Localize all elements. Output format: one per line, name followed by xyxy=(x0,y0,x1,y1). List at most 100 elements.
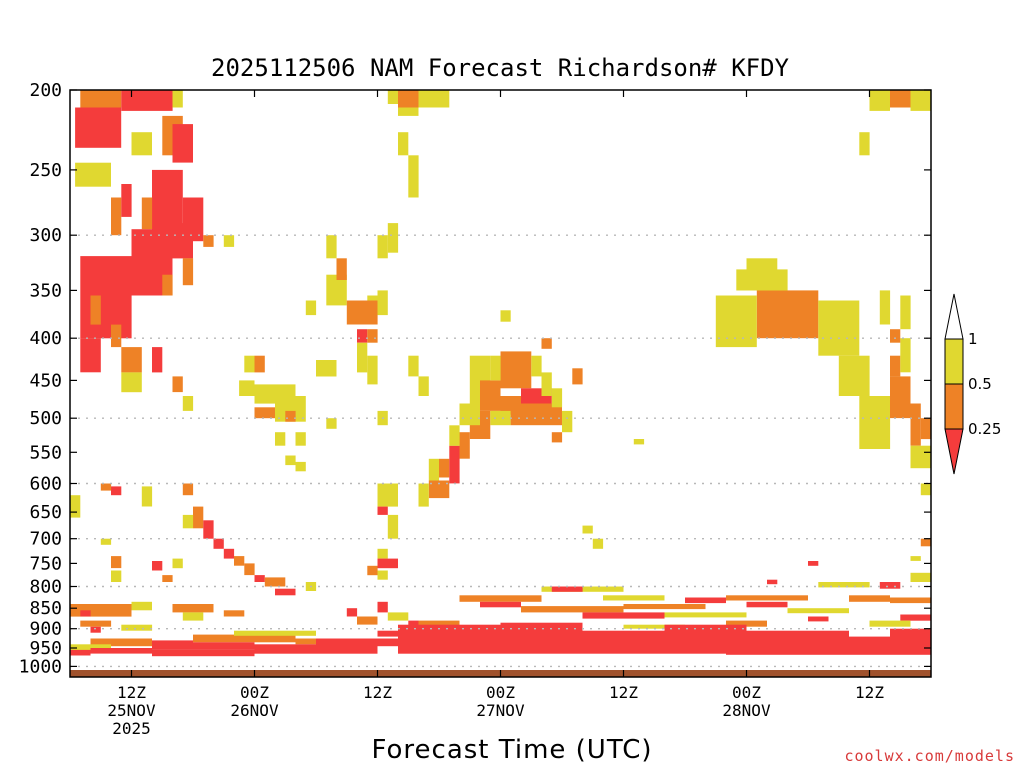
ri-cell xyxy=(387,514,399,539)
ri-cell xyxy=(223,610,245,617)
ri-cell xyxy=(664,612,747,618)
ri-cell xyxy=(818,300,860,356)
ri-cell xyxy=(664,624,747,635)
ri-region-orange xyxy=(182,258,194,286)
y-tick-label: 600 xyxy=(29,474,62,495)
ri-cell xyxy=(316,360,337,377)
ri-cell xyxy=(182,396,194,411)
ri-cell xyxy=(367,355,378,385)
ri-cell xyxy=(75,107,122,148)
ri-cell xyxy=(890,376,911,419)
ri-region-orange xyxy=(234,556,245,566)
ri-region-yellow xyxy=(859,396,891,449)
y-tick-label: 500 xyxy=(29,408,62,429)
chart-title: 2025112506 NAM Forecast Richardson# KFDY xyxy=(211,54,790,82)
ri-region-red xyxy=(480,601,521,608)
ri-region-yellow xyxy=(398,107,419,116)
ri-region-yellow xyxy=(746,258,778,275)
ri-region-red xyxy=(685,597,726,604)
ri-region-yellow xyxy=(818,300,860,356)
ri-cell xyxy=(70,495,81,518)
ri-cell xyxy=(439,458,450,478)
ri-region-yellow xyxy=(357,342,368,373)
ri-region-yellow xyxy=(295,461,306,472)
x-tick-label: 12Z xyxy=(855,683,884,702)
ri-cell xyxy=(408,620,419,627)
legend-label-0.5: 0.5 xyxy=(968,375,992,393)
ri-region-orange xyxy=(849,595,890,602)
ri-region-yellow xyxy=(387,223,399,253)
ri-region-yellow xyxy=(377,548,388,559)
ri-cell xyxy=(152,649,255,657)
ri-cell xyxy=(316,638,398,647)
ri-region-red xyxy=(357,329,368,343)
y-tick-label: 800 xyxy=(29,577,62,598)
ri-region-yellow xyxy=(305,300,317,316)
x-tick-label: 00Z xyxy=(732,683,761,702)
ri-cell xyxy=(500,310,511,322)
ri-cell xyxy=(111,197,122,236)
ri-region-orange xyxy=(500,351,532,389)
ri-cell xyxy=(131,601,152,611)
ri-region-red xyxy=(152,649,255,657)
ri-cell xyxy=(152,640,193,650)
ri-cell xyxy=(398,624,501,654)
ri-cell xyxy=(449,425,460,446)
ri-cell xyxy=(787,608,849,614)
y-tick-label: 650 xyxy=(29,502,62,523)
ri-cell xyxy=(521,606,624,613)
x-tick-label: 28NOV xyxy=(722,701,771,720)
legend-top-arrow xyxy=(944,293,964,340)
ri-cell xyxy=(182,514,194,529)
ri-cell xyxy=(346,608,358,617)
ri-region-yellow xyxy=(377,483,398,507)
ri-cell xyxy=(285,410,296,422)
ri-region-yellow xyxy=(449,425,460,446)
ri-cell xyxy=(182,258,194,286)
ri-cell xyxy=(377,601,388,613)
ri-region-orange xyxy=(172,376,183,393)
ri-region-red xyxy=(849,636,931,655)
ri-cell xyxy=(162,274,173,296)
ri-region-red xyxy=(767,579,778,585)
ri-cell xyxy=(326,274,347,306)
ri-cell xyxy=(633,439,645,445)
ri-region-yellow xyxy=(100,538,112,545)
ri-cell xyxy=(254,644,378,654)
ri-region-orange xyxy=(726,595,808,601)
ri-region-yellow xyxy=(131,132,152,156)
ri-region-red xyxy=(193,642,255,650)
ri-region-orange xyxy=(756,290,819,339)
ri-region-yellow xyxy=(910,90,931,111)
ri-region-yellow xyxy=(910,572,931,582)
ri-region-yellow xyxy=(326,235,337,259)
ri-cell xyxy=(449,445,460,484)
ri-region-orange xyxy=(70,604,132,617)
ri-region-yellow xyxy=(592,538,604,549)
ri-cell xyxy=(326,235,337,259)
ri-region-orange xyxy=(890,329,901,343)
x-tick-label: 26NOV xyxy=(230,701,279,720)
ri-region-yellow xyxy=(490,355,501,381)
ri-cell xyxy=(357,342,368,373)
ri-cell xyxy=(715,295,757,348)
ri-region-orange xyxy=(890,90,911,108)
ri-region-orange xyxy=(254,355,265,373)
ri-cell xyxy=(623,624,685,629)
ri-cell xyxy=(121,347,142,373)
color-legend: 1 0.5 0.25 xyxy=(944,293,1001,475)
ri-cell xyxy=(254,575,265,582)
ri-region-red xyxy=(746,601,788,608)
ri-region-yellow xyxy=(367,355,378,385)
ri-region-red xyxy=(408,620,419,627)
ri-region-yellow xyxy=(398,132,409,156)
ri-cell xyxy=(377,483,398,507)
ri-cell xyxy=(264,577,286,587)
ri-region-yellow xyxy=(121,624,153,631)
ri-region-yellow xyxy=(900,295,911,330)
ri-region-yellow xyxy=(787,608,849,614)
ri-cell xyxy=(510,403,562,426)
ri-region-yellow xyxy=(869,620,911,627)
ri-region-yellow xyxy=(715,295,757,348)
y-tick-label: 200 xyxy=(29,80,62,101)
